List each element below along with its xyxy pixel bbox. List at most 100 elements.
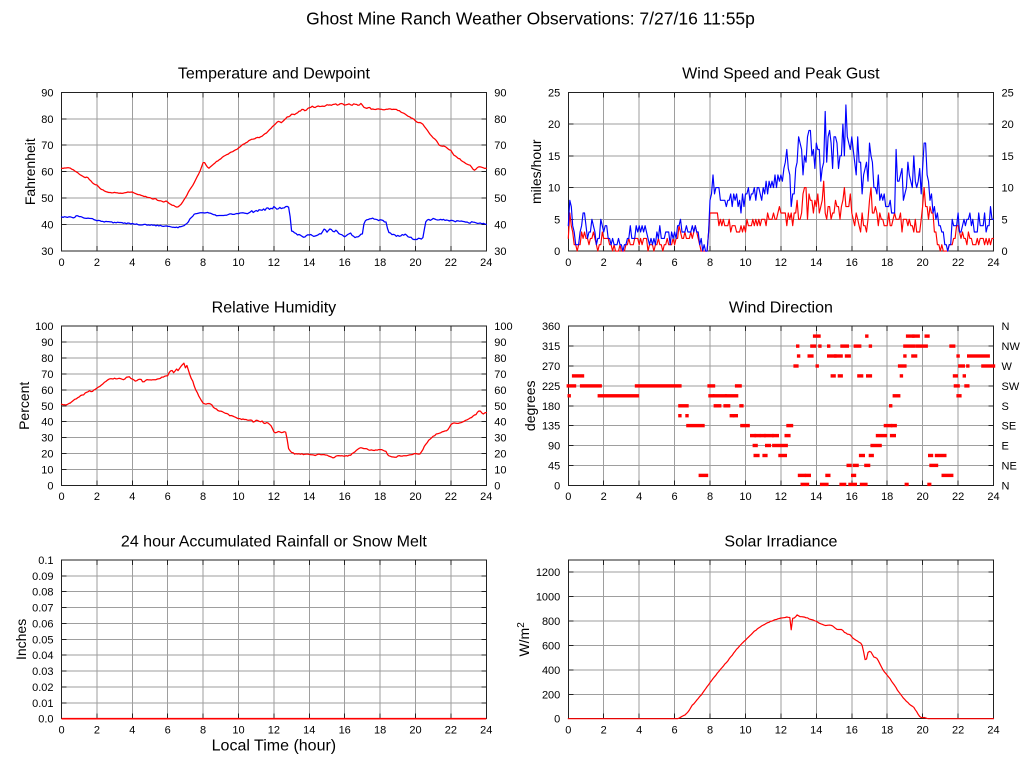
svg-text:18: 18 [374,257,386,269]
svg-text:14: 14 [810,257,822,269]
svg-text:60: 60 [494,167,506,179]
svg-text:50: 50 [41,193,53,205]
svg-text:50: 50 [494,193,506,205]
svg-text:16: 16 [846,725,858,737]
svg-text:0: 0 [58,257,64,269]
svg-text:0.09: 0.09 [32,571,53,583]
svg-text:0: 0 [58,491,64,503]
svg-text:SW: SW [1002,381,1020,393]
svg-text:Wind Speed and Peak Gust: Wind Speed and Peak Gust [682,65,880,82]
svg-text:90: 90 [494,337,506,349]
svg-text:14: 14 [303,725,315,737]
svg-text:NE: NE [1002,460,1017,472]
svg-text:8: 8 [200,725,206,737]
svg-text:Fahrenheit: Fahrenheit [22,138,38,205]
svg-text:0.0: 0.0 [38,714,53,726]
svg-text:12: 12 [268,491,280,503]
svg-text:90: 90 [41,87,53,99]
svg-text:10: 10 [1002,183,1014,195]
svg-text:Temperature and Dewpoint: Temperature and Dewpoint [178,65,371,82]
svg-text:6: 6 [672,257,678,269]
svg-text:6: 6 [165,257,171,269]
svg-text:40: 40 [41,220,53,232]
svg-text:12: 12 [775,257,787,269]
svg-text:20: 20 [548,119,560,131]
svg-text:0.06: 0.06 [32,619,53,631]
svg-text:90: 90 [548,441,560,453]
svg-text:2: 2 [601,491,607,503]
svg-text:0: 0 [565,257,571,269]
svg-text:10: 10 [548,183,560,195]
svg-text:22: 22 [952,257,964,269]
svg-text:12: 12 [775,725,787,737]
svg-text:16: 16 [846,491,858,503]
svg-text:12: 12 [268,257,280,269]
svg-text:14: 14 [303,257,315,269]
svg-text:0.04: 0.04 [32,650,53,662]
svg-text:4: 4 [129,725,135,737]
svg-text:8: 8 [707,491,713,503]
svg-text:8: 8 [200,491,206,503]
svg-text:16: 16 [339,725,351,737]
svg-text:0: 0 [554,714,560,726]
svg-text:20: 20 [409,491,421,503]
svg-text:10: 10 [739,257,751,269]
svg-text:14: 14 [303,491,315,503]
svg-text:24: 24 [987,725,999,737]
svg-text:5: 5 [1002,214,1008,226]
svg-text:N: N [1002,480,1010,492]
svg-text:15: 15 [548,151,560,163]
svg-text:5: 5 [554,214,560,226]
svg-text:12: 12 [775,491,787,503]
svg-text:90: 90 [494,87,506,99]
svg-text:0: 0 [565,491,571,503]
svg-text:0: 0 [494,480,500,492]
svg-text:22: 22 [445,491,457,503]
svg-text:Local Time (hour): Local Time (hour) [212,738,337,755]
svg-text:2: 2 [94,491,100,503]
svg-text:4: 4 [636,725,642,737]
svg-text:S: S [1002,401,1009,413]
svg-text:22: 22 [445,257,457,269]
svg-text:80: 80 [41,353,53,365]
svg-text:16: 16 [846,257,858,269]
svg-text:20: 20 [409,725,421,737]
svg-text:50: 50 [41,401,53,413]
svg-text:30: 30 [494,433,506,445]
svg-text:18: 18 [374,725,386,737]
svg-text:10: 10 [739,491,751,503]
svg-text:10: 10 [494,464,506,476]
svg-text:10: 10 [232,257,244,269]
svg-text:30: 30 [41,246,53,258]
svg-text:6: 6 [165,725,171,737]
svg-text:80: 80 [41,114,53,126]
svg-text:20: 20 [1002,119,1014,131]
svg-text:N: N [1002,321,1010,333]
svg-text:10: 10 [739,725,751,737]
svg-text:24 hour Accumulated Rainfall o: 24 hour Accumulated Rainfall or Snow Mel… [121,533,427,550]
svg-text:0: 0 [47,480,53,492]
svg-text:40: 40 [494,417,506,429]
svg-text:1200: 1200 [536,567,560,579]
svg-text:6: 6 [672,725,678,737]
svg-text:360: 360 [542,321,560,333]
svg-text:4: 4 [129,491,135,503]
svg-text:10: 10 [41,464,53,476]
svg-text:4: 4 [129,257,135,269]
svg-text:60: 60 [494,385,506,397]
svg-text:315: 315 [542,341,560,353]
svg-text:8: 8 [707,257,713,269]
svg-text:W/m2: W/m2 [516,622,532,657]
svg-text:Solar Irradiance: Solar Irradiance [724,533,837,550]
svg-text:8: 8 [200,257,206,269]
svg-text:6: 6 [165,491,171,503]
svg-text:12: 12 [268,725,280,737]
svg-text:18: 18 [881,491,893,503]
svg-text:22: 22 [952,491,964,503]
svg-text:20: 20 [916,725,928,737]
svg-text:25: 25 [1002,87,1014,99]
svg-text:135: 135 [542,421,560,433]
svg-text:2: 2 [601,725,607,737]
svg-text:24: 24 [480,491,492,503]
svg-text:24: 24 [987,257,999,269]
